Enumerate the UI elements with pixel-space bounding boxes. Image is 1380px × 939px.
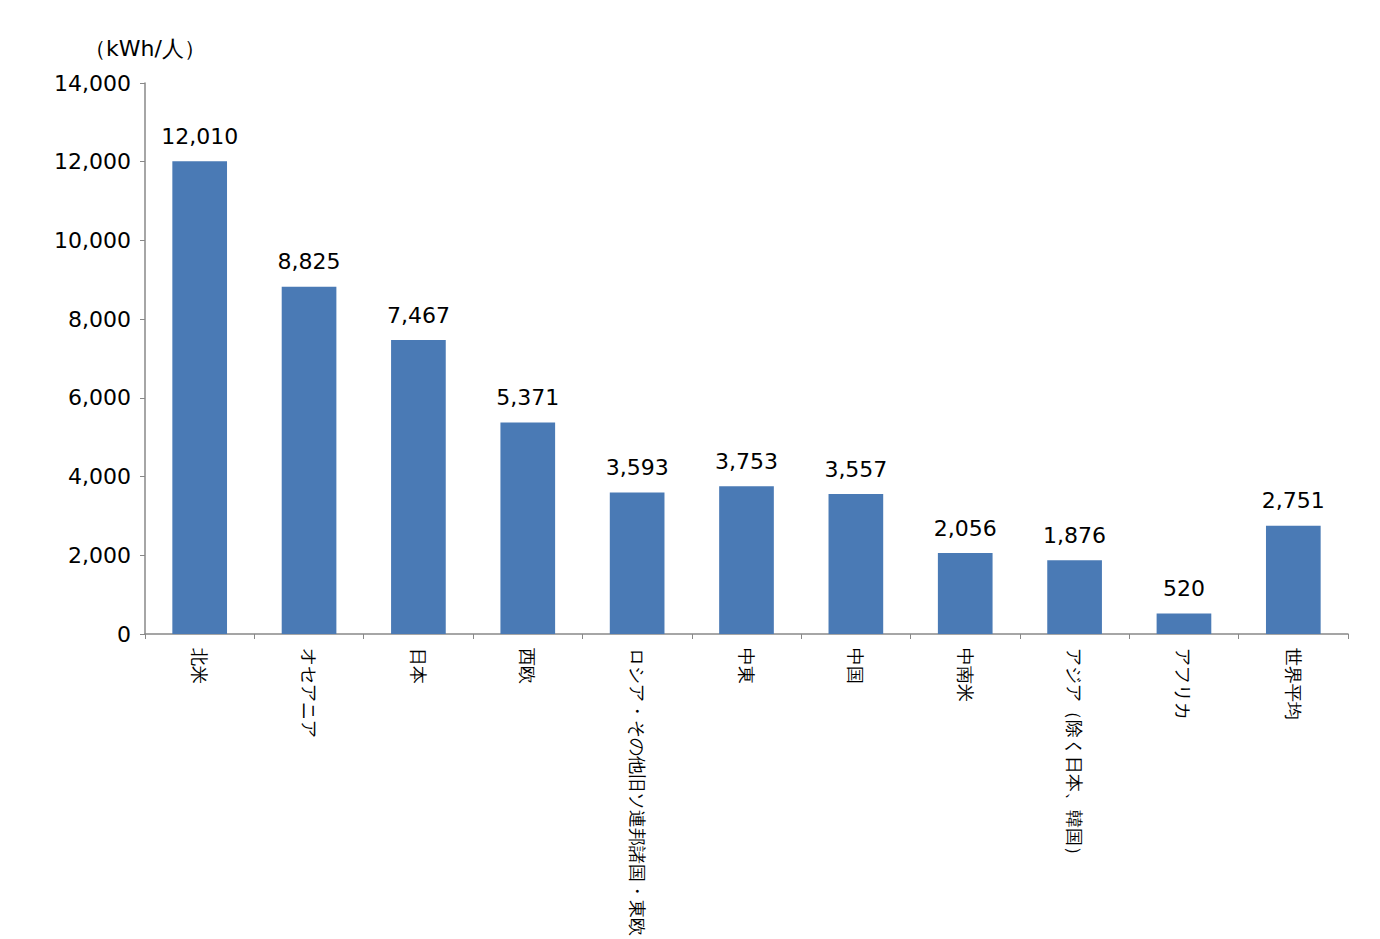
svg-text:14,000: 14,000: [54, 71, 131, 96]
svg-text:0: 0: [117, 622, 131, 647]
svg-text:1,876: 1,876: [1043, 523, 1106, 548]
svg-text:オセアニア: オセアニア: [299, 648, 320, 738]
svg-text:ロシア・その他旧ソ連邦諸国・東欧: ロシア・その他旧ソ連邦諸国・東欧: [627, 648, 648, 936]
svg-text:5,371: 5,371: [496, 385, 559, 410]
svg-text:2,000: 2,000: [68, 543, 131, 568]
svg-text:アジア（除く日本、韓国）: アジア（除く日本、韓国）: [1064, 648, 1085, 864]
svg-text:2,056: 2,056: [934, 516, 997, 541]
svg-text:8,000: 8,000: [68, 307, 131, 332]
svg-text:中南米: 中南米: [955, 648, 976, 702]
svg-text:4,000: 4,000: [68, 464, 131, 489]
svg-text:日本: 日本: [408, 648, 429, 684]
svg-text:3,753: 3,753: [715, 449, 778, 474]
svg-text:6,000: 6,000: [68, 385, 131, 410]
svg-text:（kWh/人）: （kWh/人）: [84, 36, 206, 61]
svg-text:中東: 中東: [736, 648, 757, 684]
svg-text:2,751: 2,751: [1262, 488, 1325, 513]
svg-text:7,467: 7,467: [387, 303, 450, 328]
svg-text:北米: 北米: [189, 648, 210, 684]
svg-text:中国: 中国: [845, 648, 866, 684]
svg-text:3,557: 3,557: [824, 457, 887, 482]
svg-text:8,825: 8,825: [278, 249, 341, 274]
svg-text:12,010: 12,010: [161, 124, 238, 149]
svg-text:12,000: 12,000: [54, 149, 131, 174]
svg-text:アフリカ: アフリカ: [1173, 648, 1194, 720]
svg-text:10,000: 10,000: [54, 228, 131, 253]
svg-text:世界平均: 世界平均: [1283, 648, 1304, 720]
svg-text:3,593: 3,593: [606, 455, 669, 480]
svg-text:西欧: 西欧: [517, 648, 538, 684]
svg-text:520: 520: [1163, 576, 1205, 601]
